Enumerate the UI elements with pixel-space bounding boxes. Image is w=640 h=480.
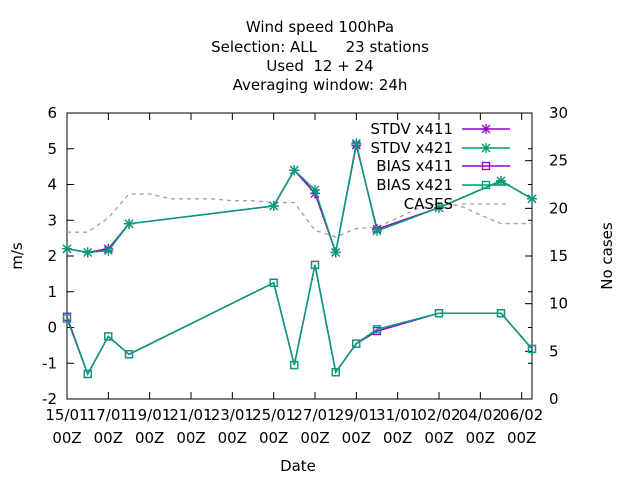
x-tick-date-label: 02/02: [417, 406, 460, 424]
legend-label: STDV x411: [370, 120, 453, 138]
data-point-star: [124, 218, 134, 229]
y-axis-label: m/s: [8, 242, 26, 270]
title-line-3: Used 12 + 24: [266, 57, 374, 75]
x-tick-time-label: 00Z: [466, 429, 495, 447]
y-tick-label: 2: [47, 247, 57, 265]
title-line-2: Selection: ALL 23 stations: [211, 38, 429, 56]
data-point-square: [310, 260, 320, 270]
x-tick-date-label: 31/01: [376, 406, 419, 424]
y-tick-label: 4: [47, 176, 57, 194]
x-tick-time-label: 00Z: [259, 429, 288, 447]
x-tick-date-label: 29/01: [335, 406, 378, 424]
title-line-4: Averaging window: 24h: [232, 76, 408, 94]
data-point-square: [481, 161, 491, 171]
data-point-square: [372, 325, 382, 334]
data-point-square: [352, 339, 361, 348]
legend-label: BIAS x411: [376, 157, 453, 175]
data-point-star: [481, 124, 491, 134]
y-tick-label: 3: [47, 211, 57, 229]
data-point-square: [83, 369, 92, 379]
data-point-star: [330, 247, 341, 258]
data-point-star: [372, 225, 382, 236]
data-point-star: [481, 143, 491, 153]
y-tick-label: 5: [47, 140, 57, 158]
y2-axis-label: No cases: [598, 222, 616, 290]
data-point-square: [269, 278, 278, 287]
x-tick-time-label: 00Z: [342, 429, 371, 447]
x-tick-date-label: 04/02: [459, 406, 502, 424]
x-tick-time-label: 00Z: [383, 429, 412, 447]
x-tick-time-label: 00Z: [176, 429, 205, 447]
data-point-star: [496, 175, 506, 186]
data-point-square: [496, 309, 506, 318]
data-point-square: [290, 360, 299, 370]
x-tick-time-label: 00Z: [300, 429, 329, 447]
y-tick-label: -1: [42, 354, 57, 372]
x-tick-date-label: 19/01: [128, 406, 171, 424]
y2-tick-label: 0: [549, 390, 559, 408]
data-point-star: [103, 245, 114, 256]
series-line-bias-x411: [66, 264, 533, 376]
plot-frame: [66, 112, 533, 400]
data-point-star: [351, 138, 362, 149]
x-tick-time-label: 00Z: [135, 429, 164, 447]
x-tick-date-label: 27/01: [293, 406, 336, 424]
data-point-square: [481, 180, 491, 190]
legend-label: STDV x421: [370, 139, 453, 157]
legend-label: BIAS x421: [376, 176, 453, 194]
series-line-stdv-x421: [66, 143, 533, 256]
data-point-square: [62, 314, 72, 323]
x-axis-label: Date: [280, 457, 316, 475]
y-tick-label: 0: [47, 319, 57, 337]
x-tick-date-label: 25/01: [252, 406, 295, 424]
y-tick-label: -2: [42, 390, 57, 408]
data-point-star: [527, 193, 537, 204]
data-point-star: [62, 243, 72, 254]
legend-label: CASES: [404, 195, 453, 213]
x-tick-time-label: 00Z: [507, 429, 536, 447]
x-tick-date-label: 21/01: [169, 406, 212, 424]
data-point-star: [268, 200, 279, 211]
x-tick-time-label: 00Z: [424, 429, 453, 447]
x-tick-date-label: 23/01: [211, 406, 254, 424]
series-line-cases: [67, 193, 532, 238]
y2-tick-label: 25: [549, 152, 568, 170]
data-point-star: [82, 247, 93, 258]
data-point-square: [331, 368, 340, 377]
x-tick-date-label: 17/01: [87, 406, 130, 424]
data-point-star: [310, 184, 320, 195]
data-point-square: [434, 309, 444, 318]
x-tick-date-label: 15/01: [45, 406, 88, 424]
y-tick-label: 6: [47, 104, 57, 122]
x-tick-date-label: 06/02: [500, 406, 543, 424]
y2-tick-label: 10: [549, 295, 568, 313]
x-tick-time-label: 00Z: [52, 429, 81, 447]
title-line-1: Wind speed 100hPa: [245, 18, 395, 36]
series-line-stdv-x411: [66, 145, 533, 256]
data-point-square: [104, 332, 113, 341]
y2-tick-label: 5: [549, 342, 559, 360]
data-point-square: [124, 350, 134, 359]
data-point-square: [527, 344, 537, 354]
y2-tick-label: 30: [549, 104, 568, 122]
x-tick-time-label: 00Z: [218, 429, 247, 447]
series-line-bias-x421: [66, 264, 533, 376]
y2-tick-label: 20: [549, 199, 568, 217]
y2-tick-label: 15: [549, 247, 568, 265]
y-tick-label: 1: [47, 283, 57, 301]
data-point-star: [434, 202, 444, 213]
data-point-star: [289, 165, 300, 176]
x-tick-time-label: 00Z: [94, 429, 123, 447]
